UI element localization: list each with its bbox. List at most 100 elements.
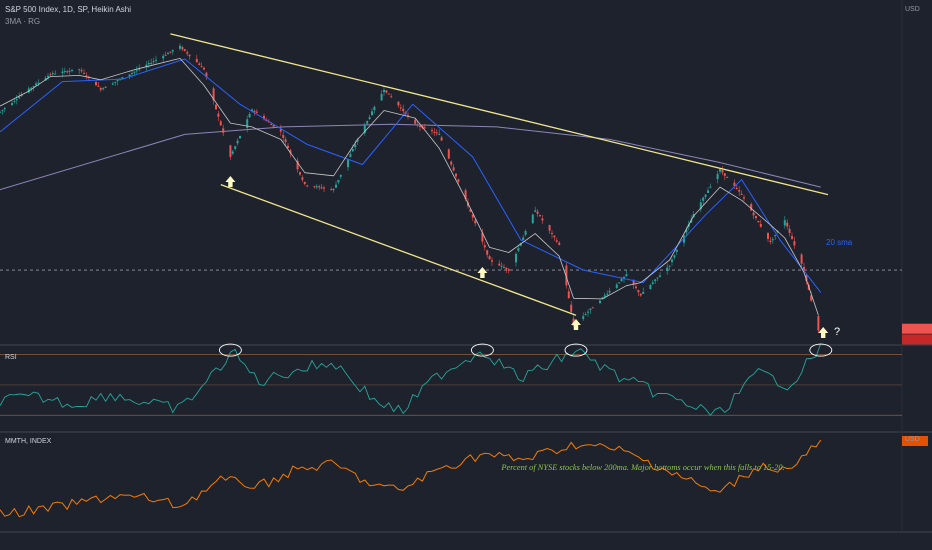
candle-body	[457, 179, 460, 182]
candle-body	[567, 291, 570, 299]
candle-body	[390, 96, 393, 98]
mmth-axis-currency: USD	[905, 436, 920, 443]
candle-body	[366, 120, 369, 124]
candle-body	[500, 265, 503, 267]
candle-body	[565, 265, 568, 286]
up-arrow-icon	[477, 267, 488, 278]
mmth-annotation: Percent of NYSE stocks below 200ma. Majo…	[500, 463, 784, 472]
candle-body	[284, 139, 287, 143]
candle-body	[723, 173, 726, 176]
candle-body	[558, 242, 561, 245]
candle-body	[755, 215, 757, 219]
candle-body	[85, 75, 88, 77]
candle-body	[51, 73, 54, 75]
chart-title: S&P 500 Index, 1D, SP, Heikin Ashi	[5, 5, 132, 14]
trendline	[170, 33, 829, 196]
rsi-circle-marker	[564, 343, 588, 357]
candle-body	[13, 100, 16, 102]
candle-body	[702, 197, 705, 201]
candle-body	[234, 146, 237, 149]
candle-body	[385, 90, 388, 93]
candle-body	[471, 214, 474, 218]
candle-body	[524, 231, 527, 235]
candle-body	[769, 240, 772, 242]
candle-body	[536, 211, 539, 214]
candle-body	[15, 99, 18, 101]
candle-body	[414, 119, 417, 124]
candle-body	[246, 119, 249, 129]
candle-body	[464, 190, 467, 200]
axis-layer	[902, 323, 932, 345]
candle-body	[231, 151, 234, 154]
candle-body	[78, 69, 81, 71]
candle-body	[606, 293, 609, 295]
candle-body	[335, 184, 337, 188]
candle-body	[332, 189, 335, 191]
candles-layer	[0, 43, 820, 333]
candle-body	[690, 219, 693, 223]
candle-body	[759, 224, 762, 227]
candle-body	[791, 236, 793, 239]
candle-body	[323, 187, 325, 189]
candle-body	[623, 276, 625, 279]
candle-body	[253, 110, 256, 112]
sma200-line	[0, 123, 821, 191]
close-price-tag	[902, 334, 932, 345]
candle-body	[102, 88, 105, 90]
candle-body	[27, 88, 30, 93]
candle-body	[704, 194, 707, 197]
candle-body	[49, 74, 52, 76]
candle-body	[363, 125, 366, 134]
rsi-title: RSI	[5, 354, 17, 361]
candle-body	[635, 286, 637, 289]
sma20-line	[0, 58, 822, 293]
candle-body	[618, 282, 621, 284]
candle-body	[289, 150, 292, 154]
candle-body	[99, 88, 102, 90]
candle-body	[721, 170, 724, 173]
candle-body	[488, 256, 491, 260]
candle-body	[251, 109, 253, 112]
candle-body	[135, 70, 138, 72]
candle-body	[133, 71, 136, 73]
up-arrow-icon	[225, 176, 236, 187]
candle-body	[551, 232, 553, 234]
candle-body	[440, 137, 443, 141]
candle-body	[37, 82, 40, 84]
candle-body	[347, 159, 349, 168]
candle-body	[313, 186, 316, 188]
candle-body	[203, 67, 205, 70]
candle-body	[467, 202, 469, 207]
candle-body	[296, 160, 299, 170]
candle-body	[198, 63, 201, 65]
candle-body	[803, 266, 805, 271]
candle-body	[601, 297, 604, 299]
rsi-circle-marker	[470, 343, 494, 357]
candle-body	[805, 275, 808, 281]
candle-body	[131, 73, 133, 75]
candle-body	[534, 210, 537, 212]
candle-body	[66, 71, 69, 73]
candle-body	[599, 300, 601, 303]
candle-body	[433, 131, 436, 133]
candle-body	[481, 232, 484, 242]
candle-body	[743, 197, 745, 199]
candle-body	[383, 89, 385, 93]
candle-body	[673, 255, 676, 258]
candle-body	[150, 62, 153, 64]
candle-body	[164, 54, 167, 56]
candle-body	[215, 104, 217, 110]
candle-body	[179, 45, 181, 49]
candle-body	[810, 295, 813, 301]
candle-body	[498, 263, 501, 266]
candle-body	[699, 202, 702, 210]
candle-body	[152, 61, 155, 63]
candle-body	[740, 193, 743, 195]
candle-body	[239, 135, 241, 139]
candle-body	[30, 87, 33, 89]
candle-body	[517, 248, 520, 251]
price-axis-currency: USD	[905, 6, 920, 13]
candle-body	[71, 69, 73, 71]
candle-body	[44, 77, 47, 81]
candle-body	[255, 111, 258, 113]
